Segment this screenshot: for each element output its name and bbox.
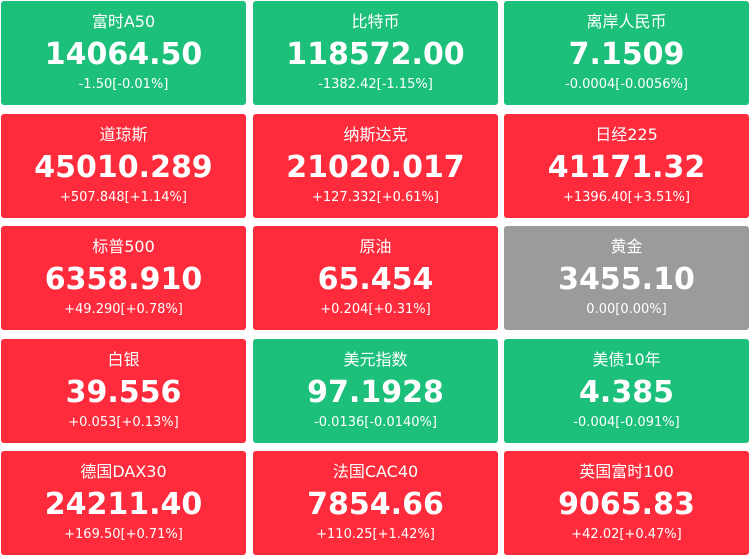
quote-tile-dow-jones[interactable]: 道琼斯 45010.289 +507.848[+1.14%] — [1, 114, 246, 218]
quote-name: 德国DAX30 — [80, 462, 167, 481]
quote-tile-silver[interactable]: 白银 39.556 +0.053[+0.13%] — [1, 339, 246, 443]
quote-tile-sp500[interactable]: 标普500 6358.910 +49.290[+0.78%] — [1, 226, 246, 330]
quote-change: +169.50[+0.71%] — [64, 527, 183, 542]
quote-tile-ftse-100[interactable]: 英国富时100 9065.83 +42.02[+0.47%] — [504, 451, 749, 555]
quote-tile-ftse-china-a50[interactable]: 富时A50 14064.50 -1.50[-0.01%] — [1, 1, 246, 105]
quote-tile-bitcoin[interactable]: 比特币 118572.00 -1382.42[-1.15%] — [253, 1, 498, 105]
quote-price: 3455.10 — [558, 262, 695, 297]
quote-name: 美元指数 — [343, 350, 408, 369]
quote-change: +49.290[+0.78%] — [64, 302, 183, 317]
quote-name: 美债10年 — [592, 350, 661, 369]
quote-change: 0.00[0.00%] — [586, 302, 667, 317]
quote-price: 7.1509 — [568, 37, 685, 72]
quote-change: +42.02[+0.47%] — [571, 527, 682, 542]
quote-price: 39.556 — [65, 375, 182, 410]
quote-price: 45010.289 — [34, 150, 213, 185]
quote-name: 黄金 — [610, 237, 643, 256]
quote-tile-cac40[interactable]: 法国CAC40 7854.66 +110.25[+1.42%] — [253, 451, 498, 555]
quote-tile-dollar-index[interactable]: 美元指数 97.1928 -0.0136[-0.0140%] — [253, 339, 498, 443]
quote-change: +0.204[+0.31%] — [320, 302, 431, 317]
quote-price: 97.1928 — [307, 375, 444, 410]
quote-price: 4.385 — [579, 375, 674, 410]
quote-name: 富时A50 — [91, 12, 156, 31]
quote-name: 原油 — [359, 237, 392, 256]
quote-change: -0.0004[-0.0056%] — [565, 77, 688, 92]
quote-price: 14064.50 — [44, 37, 203, 72]
quote-price: 7854.66 — [307, 487, 444, 522]
quote-tile-crude-oil[interactable]: 原油 65.454 +0.204[+0.31%] — [253, 226, 498, 330]
quote-name: 日经225 — [595, 125, 658, 144]
quote-change: -0.0136[-0.0140%] — [314, 415, 437, 430]
quote-change: -0.004[-0.091%] — [573, 415, 680, 430]
quote-tile-gold[interactable]: 黄金 3455.10 0.00[0.00%] — [504, 226, 749, 330]
quote-price: 24211.40 — [44, 487, 203, 522]
quote-name: 比特币 — [351, 12, 400, 31]
quote-tile-us-10y-treasury[interactable]: 美债10年 4.385 -0.004[-0.091%] — [504, 339, 749, 443]
quote-change: +507.848[+1.14%] — [60, 190, 187, 205]
quote-price: 9065.83 — [558, 487, 695, 522]
quote-change: +1396.40[+3.51%] — [563, 190, 690, 205]
quote-tile-offshore-cny[interactable]: 离岸人民币 7.1509 -0.0004[-0.0056%] — [504, 1, 749, 105]
quote-name: 英国富时100 — [579, 462, 674, 481]
quote-tile-nasdaq[interactable]: 纳斯达克 21020.017 +127.332[+0.61%] — [253, 114, 498, 218]
quote-change: +0.053[+0.13%] — [68, 415, 179, 430]
quote-price: 6358.910 — [44, 262, 203, 297]
quote-change: +110.25[+1.42%] — [316, 527, 435, 542]
quote-price: 21020.017 — [286, 150, 465, 185]
quote-tile-dax30[interactable]: 德国DAX30 24211.40 +169.50[+0.71%] — [1, 451, 246, 555]
quote-tile-nikkei-225[interactable]: 日经225 41171.32 +1396.40[+3.51%] — [504, 114, 749, 218]
quote-price: 41171.32 — [547, 150, 706, 185]
quote-change: +127.332[+0.61%] — [312, 190, 439, 205]
quote-name: 纳斯达克 — [343, 125, 408, 144]
quote-name: 标普500 — [92, 237, 155, 256]
quote-price: 65.454 — [317, 262, 434, 297]
quote-name: 法国CAC40 — [332, 462, 419, 481]
quote-name: 道琼斯 — [99, 125, 148, 144]
quote-name: 离岸人民币 — [586, 12, 667, 31]
quote-change: -1382.42[-1.15%] — [318, 77, 433, 92]
quote-name: 白银 — [107, 350, 140, 369]
quote-change: -1.50[-0.01%] — [78, 77, 169, 92]
quote-price: 118572.00 — [286, 37, 465, 72]
